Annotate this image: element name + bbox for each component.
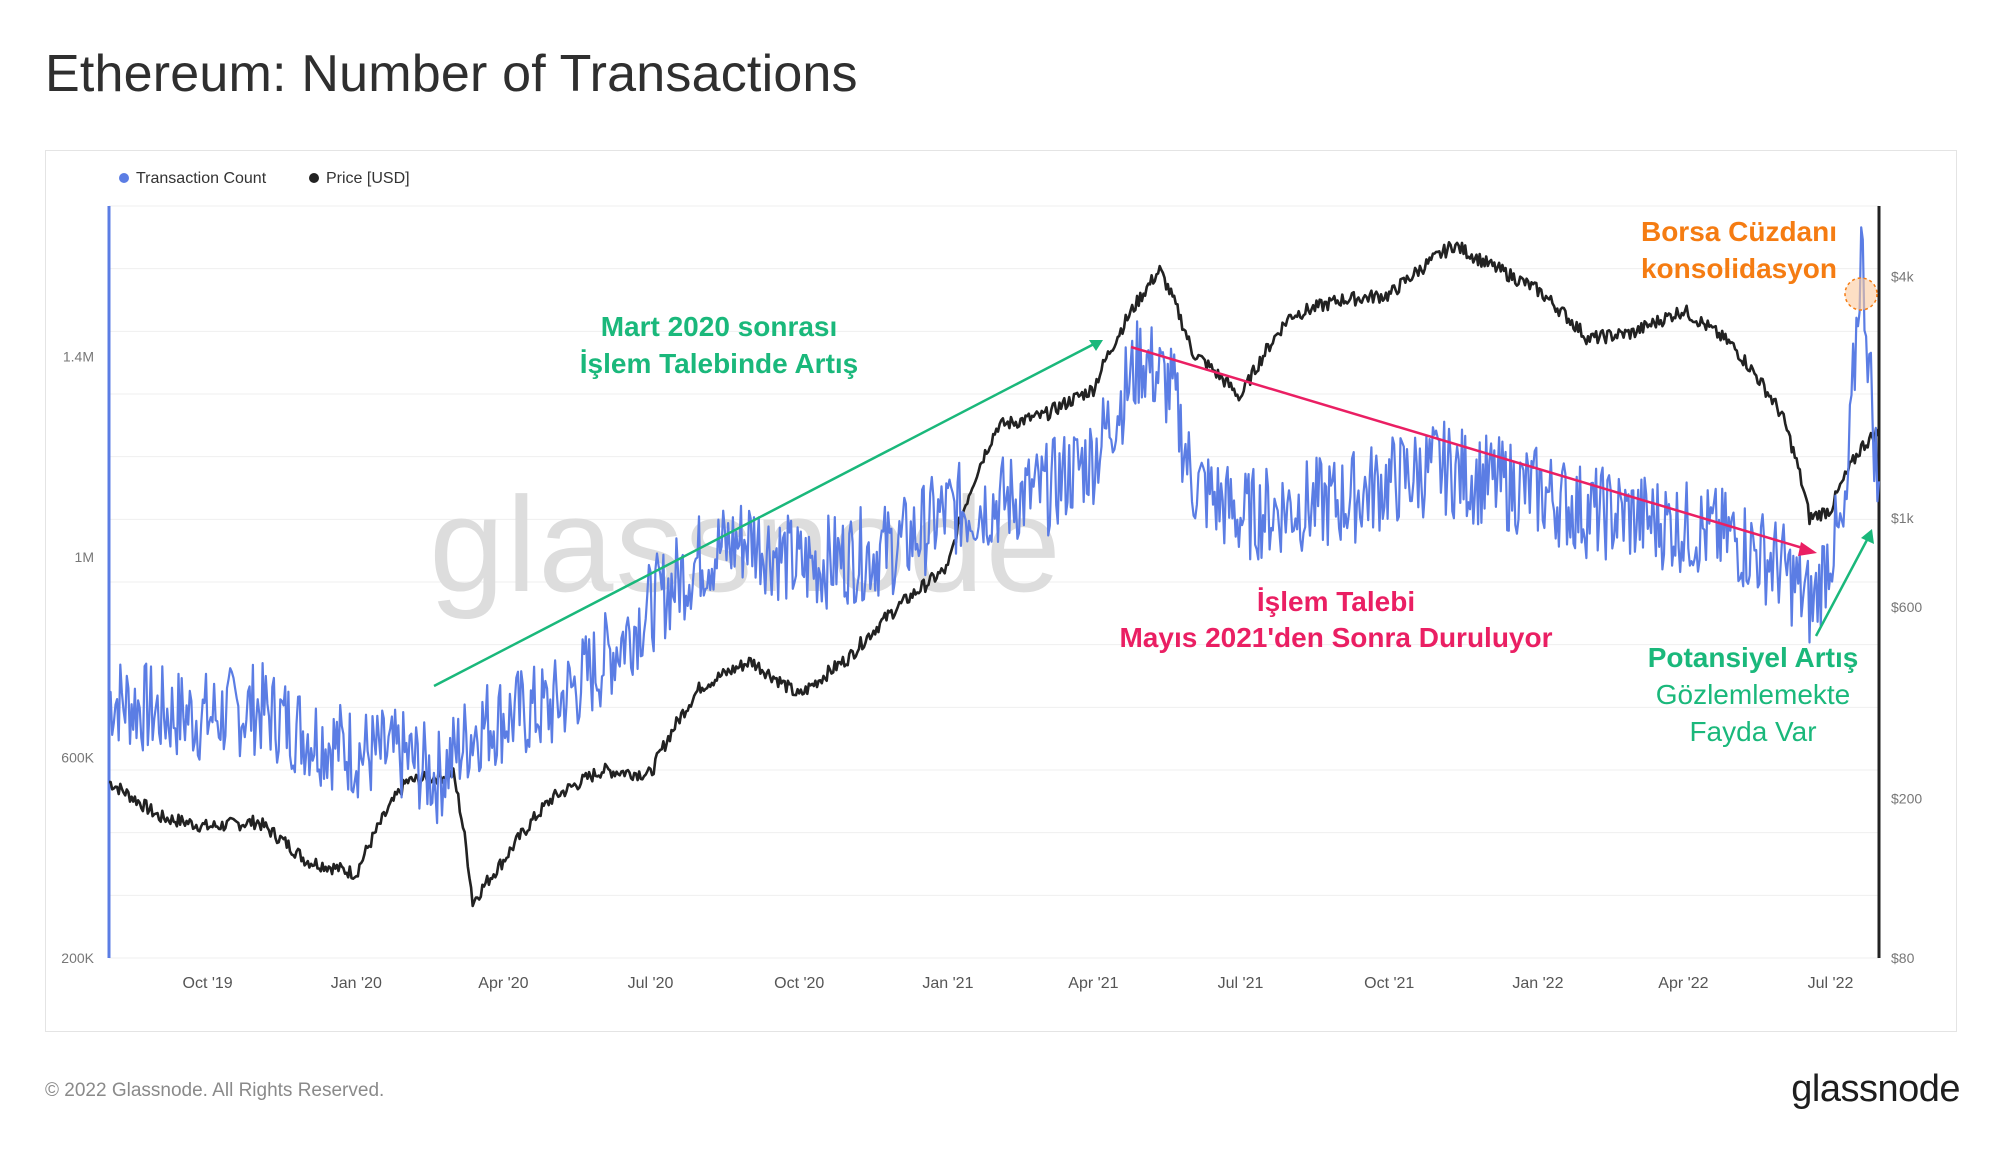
legend-price-dot [309,173,319,183]
price-line [108,241,1881,908]
annotation-orange-line1: Borsa Cüzdanı [1641,216,1837,247]
right-axis-tick-label: $1k [1891,510,1915,526]
legend: Transaction Count Price [USD] [119,170,410,187]
x-axis-tick-label: Jan '21 [922,975,973,992]
annotations: Mart 2020 sonrası İşlem Talebinde Artış … [433,216,1878,747]
page-title: Ethereum: Number of Transactions [45,45,858,103]
x-axis-tick-label: Apr '20 [478,975,528,992]
green-potential-arrowhead [1861,529,1874,544]
legend-price-label[interactable]: Price [USD] [326,170,410,187]
x-axis-tick-label: Jan '20 [331,975,382,992]
transaction-count-line [107,226,1881,825]
right-axis-tick-label: $80 [1891,950,1915,966]
x-axis-tick-label: Oct '21 [1364,975,1414,992]
annotation-pink-line1: İşlem Talebi [1257,586,1415,617]
right-axis-tick-label: $200 [1891,790,1922,806]
glassnode-logo[interactable]: glassnode [1791,1068,1960,1110]
x-axis-tick-label: Jul '21 [1218,975,1264,992]
x-axis-tick-label: Oct '20 [774,975,824,992]
left-axis-tick-label: 600K [61,749,94,765]
left-axis-tick-label: 200K [61,950,94,966]
transaction-series [107,226,1881,825]
left-axis-tick-label: 1M [75,549,94,565]
chart-svg: glassnode 200K600K1M1.4M$80$200$600$1k$4… [61,170,1922,992]
left-axis-tick-label: 1.4M [63,348,94,364]
x-axis-tick-label: Jan '22 [1512,975,1563,992]
annotation-green-up-line1: Mart 2020 sonrası [601,311,838,342]
axes: 200K 600K 1M 1.4M $80 $200 $600 $1k $4k Oct '19 Ja… [61,206,1922,992]
green-trend-arrow [433,342,1095,688]
orange-peak-marker [1844,277,1878,311]
right-axis-tick-label: $4k [1891,269,1915,285]
green-trend-arrowhead [1089,340,1103,351]
legend-transaction-count-dot [119,173,129,183]
annotation-potential-line1: Potansiyel Artış [1648,642,1859,673]
annotation-potential-line2: Gözlemlemekte [1656,679,1851,710]
price-series [108,241,1881,908]
annotation-potential-line3: Fayda Var [1689,716,1816,747]
pink-trend-arrow [1130,345,1807,551]
annotation-green-up-line2: İşlem Talebinde Artış [580,348,859,379]
annotation-orange-line2: konsolidasyon [1641,253,1837,284]
legend-transaction-count-label[interactable]: Transaction Count [136,170,267,187]
x-axis-tick-label: Apr '22 [1658,975,1708,992]
annotation-pink-line2: Mayıs 2021'den Sonra Duruluyor [1119,622,1552,653]
footer-copyright: © 2022 Glassnode. All Rights Reserved. [45,1080,385,1101]
x-axis-tick-label: Jul '22 [1808,975,1854,992]
green-potential-arrow [1814,537,1870,637]
x-axis-tick-label: Oct '19 [183,975,233,992]
right-axis-tick-label: $600 [1891,599,1922,615]
pink-trend-arrowhead [1798,542,1817,556]
x-axis-tick-label: Jul '20 [628,975,674,992]
chart-frame: glassnode 200K 600K 1M 1.4M $80 $200 $600 $1k $4… [45,150,1957,1032]
x-axis-tick-label: Apr '21 [1068,975,1118,992]
